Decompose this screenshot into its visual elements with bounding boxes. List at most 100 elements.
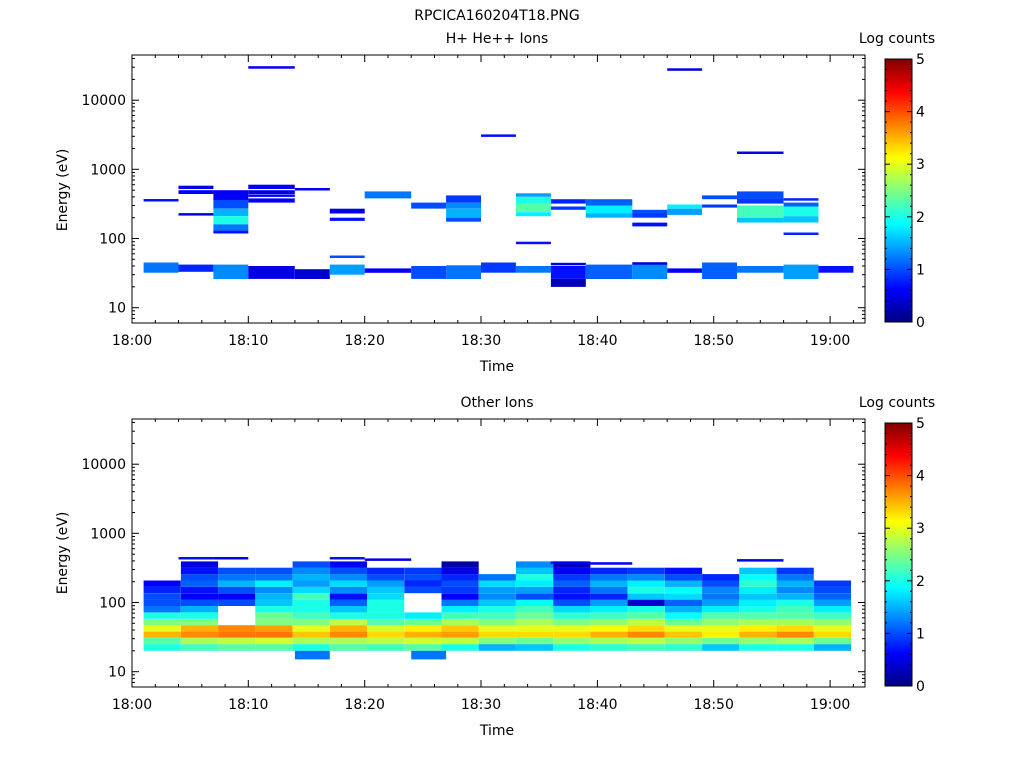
- heatmap-cell: [367, 593, 405, 600]
- heatmap-cell: [329, 217, 365, 221]
- heatmap-cell: [664, 644, 703, 651]
- x-tick-label: 18:10: [228, 697, 268, 713]
- heatmap-cell: [180, 593, 219, 600]
- heatmap-cell: [446, 202, 481, 209]
- heatmap-cell: [516, 193, 551, 197]
- heatmap-cell: [180, 612, 219, 619]
- heatmap-cell: [516, 266, 551, 273]
- heatmap-cell: [516, 618, 554, 626]
- heatmap-cell: [590, 606, 628, 613]
- heatmap-cell: [404, 567, 442, 575]
- heatmap-cell: [367, 631, 405, 638]
- heatmap-cell: [664, 599, 703, 606]
- heatmap-trace: [329, 255, 365, 258]
- heatmap-cell: [590, 586, 628, 594]
- heatmap-cell: [664, 586, 703, 594]
- heatmap-cell: [218, 593, 256, 600]
- heatmap-cell: [292, 631, 330, 638]
- heatmap-cell: [329, 644, 367, 651]
- panel-h-he-ions: H+ He++ Ions Log counts Energy (eV) Time…: [55, 31, 935, 375]
- heatmap-cell: [813, 612, 851, 619]
- heatmap-trace: [248, 194, 295, 197]
- heatmap-cell: [329, 606, 367, 613]
- heatmap-cell: [143, 599, 181, 606]
- x-tick-label: 18:30: [461, 333, 501, 349]
- heatmap-cell: [213, 224, 249, 231]
- heatmap-cell: [143, 618, 181, 626]
- heatmap-trace: [248, 66, 295, 69]
- heatmap-cell: [627, 586, 665, 594]
- heatmap-cell: [404, 580, 442, 587]
- x-tick-label: 18:40: [577, 333, 617, 349]
- heatmap-cell: [367, 586, 405, 594]
- heatmap-cell: [813, 599, 851, 606]
- heatmap-cell: [441, 580, 479, 587]
- heatmap-cell: [585, 199, 633, 206]
- heatmap-cell: [180, 618, 219, 626]
- heatmap-cell: [292, 606, 330, 613]
- heatmap-cell: [213, 200, 249, 209]
- heatmap-cell: [627, 574, 665, 581]
- heatmap-cell: [248, 266, 295, 279]
- colorbar-tick-label: 3: [916, 521, 925, 537]
- heatmap-cell: [813, 606, 851, 613]
- heatmap-cell: [585, 205, 633, 214]
- heatmap-cell: [441, 631, 479, 638]
- heatmap-cell: [627, 637, 665, 645]
- heatmap-trace: [550, 262, 586, 266]
- heatmap-cell: [441, 637, 479, 645]
- y-tick-label: 10000: [81, 457, 126, 473]
- heatmap-trace: [481, 134, 516, 137]
- heatmap-cell: [516, 631, 554, 638]
- heatmap-cell: [213, 230, 249, 234]
- heatmap-cell: [329, 593, 367, 600]
- heatmap-cell: [292, 637, 330, 645]
- heatmap-cell: [516, 593, 554, 600]
- heatmap-cell: [553, 637, 591, 645]
- heatmap-cell: [367, 599, 405, 606]
- heatmap-cell: [255, 599, 293, 606]
- heatmap-cell: [478, 618, 516, 626]
- heatmap-cell: [180, 644, 219, 651]
- panel-other-ions: Other Ions Log counts Energy (eV) Time 1…: [55, 395, 935, 739]
- heatmap-cell: [441, 618, 479, 626]
- heatmap-cell: [294, 650, 330, 660]
- heatmap-cell: [737, 205, 784, 218]
- heatmap-cell: [411, 650, 447, 660]
- heatmap-trace: [364, 558, 412, 561]
- heatmap-cell: [702, 593, 740, 600]
- heatmap-cell: [516, 580, 554, 587]
- heatmap-cell: [178, 264, 214, 272]
- heatmap-cell: [292, 599, 330, 606]
- heatmap-cell: [739, 593, 777, 600]
- colorbar-tick-label: 1: [916, 262, 925, 278]
- heatmap-cell: [590, 567, 628, 575]
- heatmap-cell: [553, 567, 591, 575]
- heatmap-cell: [813, 631, 851, 638]
- heatmap-cell: [550, 199, 586, 204]
- heatmap-cell: [667, 208, 703, 215]
- heatmap-cell: [590, 618, 628, 626]
- heatmap-cell: [329, 580, 367, 587]
- heatmap-cell: [739, 631, 777, 638]
- panel-2-heatmap: [143, 557, 851, 660]
- heatmap-cell: [776, 644, 814, 651]
- heatmap-cell: [367, 637, 405, 645]
- heatmap-cell: [739, 567, 777, 575]
- heatmap-cell: [180, 586, 219, 594]
- heatmap-cell: [143, 262, 179, 273]
- heatmap-cell: [664, 580, 703, 587]
- heatmap-cell: [702, 586, 740, 594]
- panel-1-xlabel: Time: [479, 359, 514, 375]
- panel-2-xlabel: Time: [479, 723, 514, 739]
- heatmap-cell: [218, 580, 256, 587]
- heatmap-cell: [255, 567, 293, 575]
- heatmap-cell: [776, 631, 814, 638]
- heatmap-cell: [478, 574, 516, 581]
- heatmap-cell: [180, 580, 219, 587]
- heatmap-cell: [737, 217, 784, 223]
- heatmap-cell: [627, 644, 665, 651]
- heatmap-cell: [292, 574, 330, 581]
- heatmap-trace: [783, 198, 819, 201]
- heatmap-cell: [255, 606, 293, 613]
